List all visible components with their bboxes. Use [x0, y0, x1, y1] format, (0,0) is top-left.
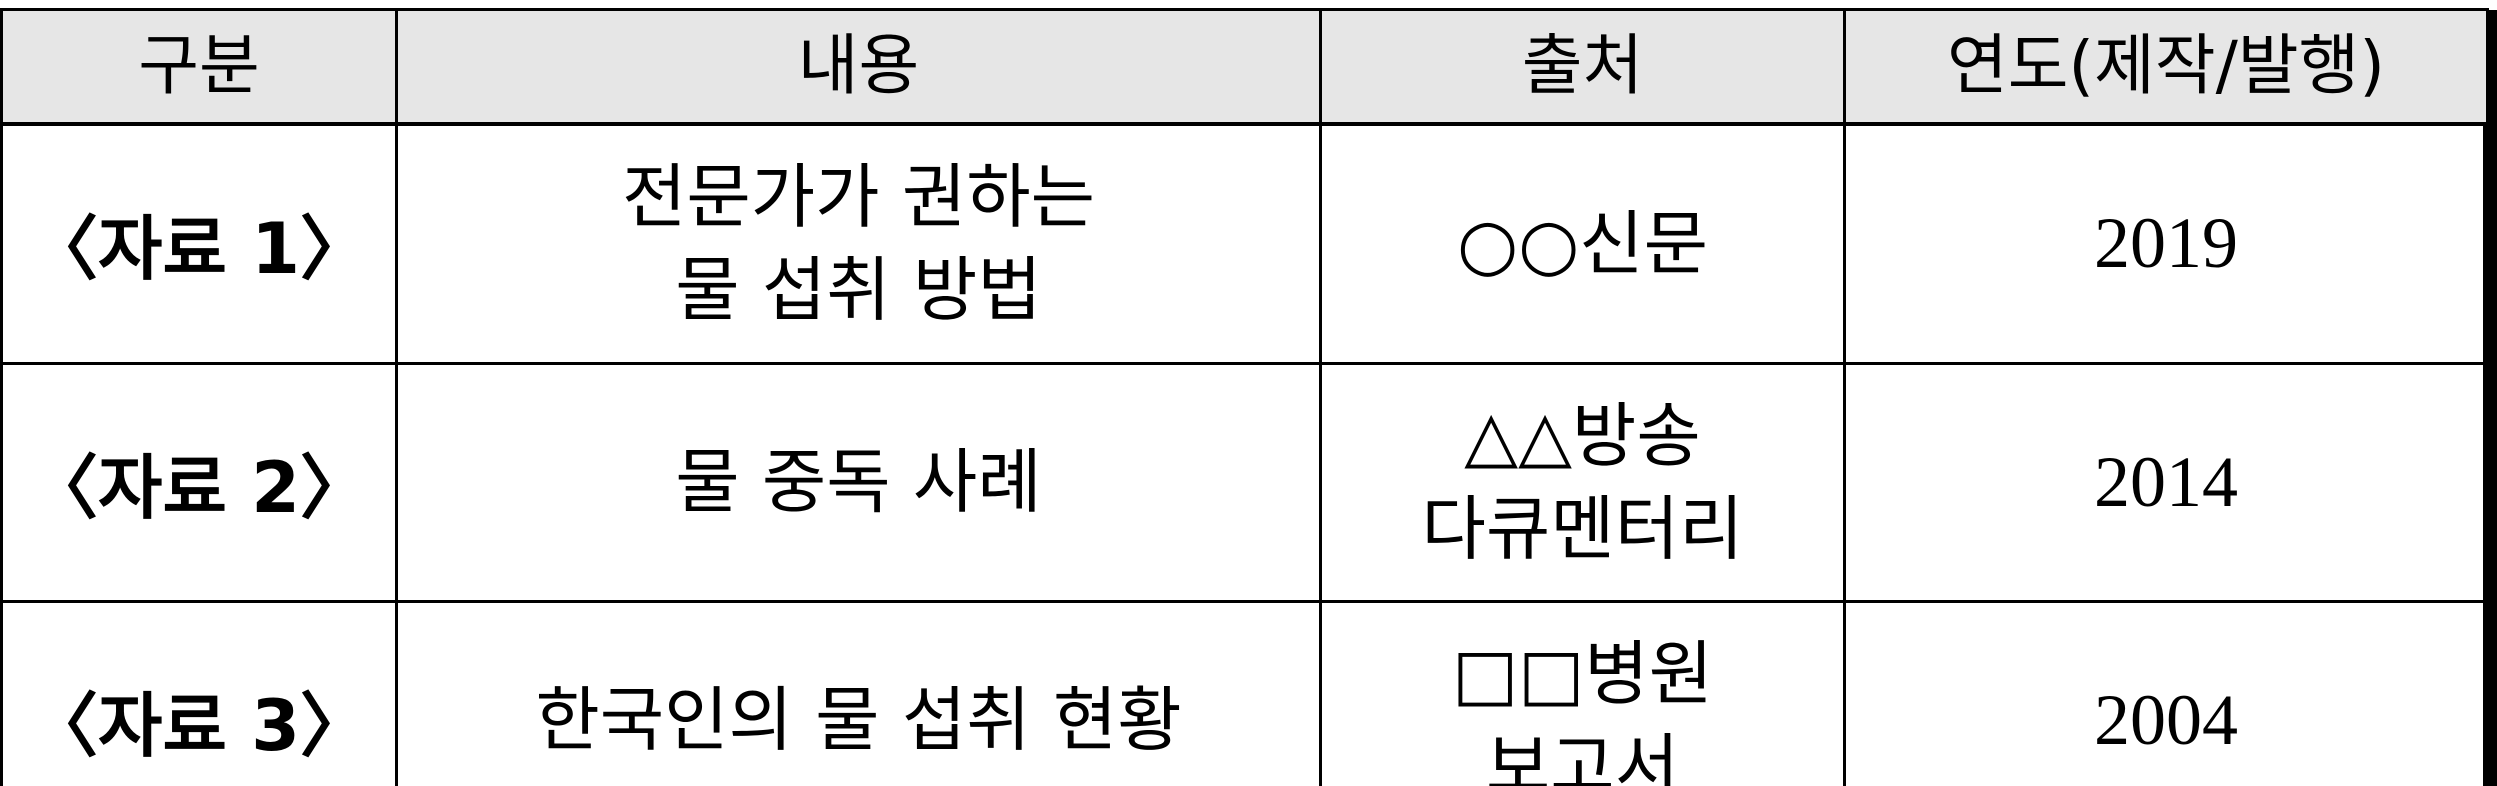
row-content: 전문가가 권하는 물 섭취 방법: [395, 122, 1322, 365]
row-label: 〈자료 2〉: [0, 362, 398, 603]
source-line: 보고서: [1485, 725, 1680, 786]
source-line: ○○신문: [1457, 202, 1708, 285]
source-line: □□병원: [1451, 633, 1714, 716]
header-row: 구분 내용 출처 연도(제작/발행): [0, 8, 2489, 126]
header-content: 내용: [395, 8, 1322, 126]
row-source: ○○신문: [1319, 122, 1846, 365]
content-line: 물 중독 사례: [675, 441, 1042, 524]
header-year: 연도(제작/발행): [1843, 8, 2489, 126]
row-year: 2019: [1843, 122, 2489, 365]
header-source: 출처: [1319, 8, 1846, 126]
row-year: 2004: [1843, 600, 2489, 786]
row-year: 2014: [1843, 362, 2489, 603]
content-line: 한국인의 물 섭취 현황: [535, 679, 1182, 762]
row-content: 물 중독 사례: [395, 362, 1322, 603]
source-table: 구분 내용 출처 연도(제작/발행) 〈자료 1〉 전문가가 권하는 물 섭취 …: [0, 8, 2489, 786]
row-label: 〈자료 1〉: [0, 122, 398, 365]
content-line: 물 섭취 방법: [675, 248, 1042, 331]
row-source: □□병원 보고서: [1319, 600, 1846, 786]
content-line: 전문가가 권하는: [621, 156, 1096, 239]
source-line: △△방송: [1464, 395, 1701, 478]
header-category: 구분: [0, 8, 398, 126]
table-row: 〈자료 2〉 물 중독 사례 △△방송 다큐멘터리 2014: [0, 362, 2489, 603]
row-label: 〈자료 3〉: [0, 600, 398, 786]
table-row: 〈자료 1〉 전문가가 권하는 물 섭취 방법 ○○신문 2019: [0, 122, 2489, 365]
row-content: 한국인의 물 섭취 현황: [395, 600, 1322, 786]
table-row: 〈자료 3〉 한국인의 물 섭취 현황 □□병원 보고서 2004: [0, 600, 2489, 786]
row-source: △△방송 다큐멘터리: [1319, 362, 1846, 603]
source-line: 다큐멘터리: [1421, 487, 1744, 570]
